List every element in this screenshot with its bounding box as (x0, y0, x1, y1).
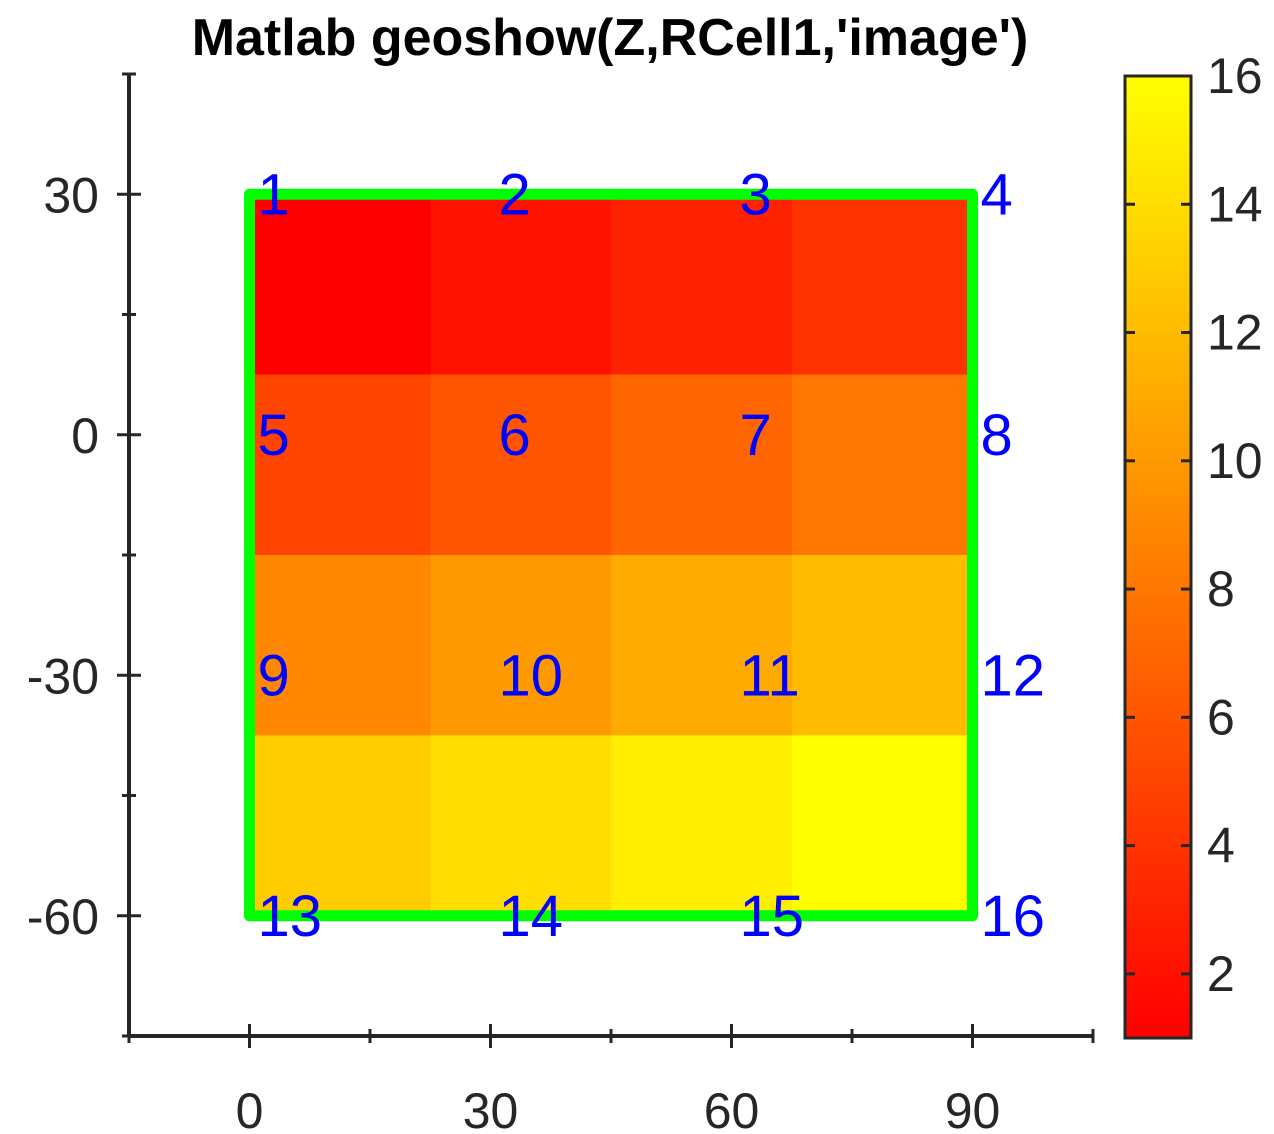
colorbar-tick-label: 14 (1207, 176, 1263, 232)
grid-outline (244, 188, 978, 922)
cell-label: 15 (740, 884, 805, 949)
heatmap-cell (611, 194, 793, 376)
heatmap-cell (430, 194, 612, 376)
heatmap-cell (249, 194, 431, 376)
cell-label: 7 (740, 403, 772, 468)
chart-title: Matlab geoshow(Z,RCell1,'image') (192, 9, 1029, 67)
outline-line (244, 188, 978, 922)
cell-label: 2 (499, 162, 531, 227)
colorbar-tick-label: 8 (1207, 561, 1235, 617)
x-tick-label: 90 (945, 1083, 1001, 1134)
colorbar-tick-label: 16 (1207, 48, 1263, 104)
heatmap-cell (791, 555, 973, 736)
colorbar: 2 4 6 8 10 12 14 16 (1123, 48, 1263, 1040)
heatmap-cell (249, 735, 431, 917)
colorbar-tick-label: 12 (1207, 305, 1263, 361)
heatmap-cell (430, 374, 612, 556)
cell-label: 14 (499, 884, 564, 949)
colorbar-tick-label: 6 (1207, 689, 1235, 745)
heatmap-cell (611, 555, 793, 736)
cell-label: 13 (258, 884, 323, 949)
cell-label: 6 (499, 403, 531, 468)
heatmap-cell (249, 374, 431, 556)
y-tick-label: -60 (27, 889, 99, 945)
colorbar-tick-label: 10 (1207, 433, 1263, 489)
y-tick-label: 30 (43, 167, 99, 223)
cell-label: 3 (740, 162, 772, 227)
colorbar-bar (1123, 74, 1193, 1040)
heatmap-cell (791, 735, 973, 917)
heatmap-cell (791, 374, 973, 556)
axes: 0 30 60 90 30 0 -30 -60 (27, 72, 1095, 1134)
heatmap-cell (249, 555, 431, 736)
y-tick-label: 0 (71, 408, 99, 464)
x-tick-label: 0 (236, 1083, 264, 1134)
cell-label: 11 (740, 643, 800, 708)
cell-label: 10 (499, 643, 564, 708)
cell-label: 8 (981, 403, 1013, 468)
x-tick-label: 30 (463, 1083, 519, 1134)
heatmap-cell (791, 194, 973, 376)
cell-label: 9 (258, 643, 290, 708)
heatmap-cell (611, 374, 793, 556)
cell-label: 12 (981, 643, 1046, 708)
cell-label: 5 (258, 403, 290, 468)
colorbar-tick-label: 4 (1207, 818, 1235, 874)
heatmap-cell (430, 735, 612, 917)
cell-label: 1 (258, 162, 290, 227)
x-tick-label: 60 (704, 1083, 760, 1134)
heatmap-cells (249, 194, 973, 917)
cell-label: 4 (981, 162, 1013, 227)
heatmap-cell (430, 555, 612, 736)
heatmap-cell (611, 735, 793, 917)
y-tick-label: -30 (27, 648, 99, 704)
cell-label: 16 (981, 884, 1046, 949)
colorbar-tick-label: 2 (1207, 946, 1235, 1002)
